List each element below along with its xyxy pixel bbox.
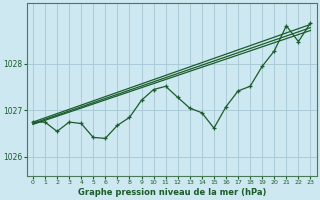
X-axis label: Graphe pression niveau de la mer (hPa): Graphe pression niveau de la mer (hPa): [77, 188, 266, 197]
